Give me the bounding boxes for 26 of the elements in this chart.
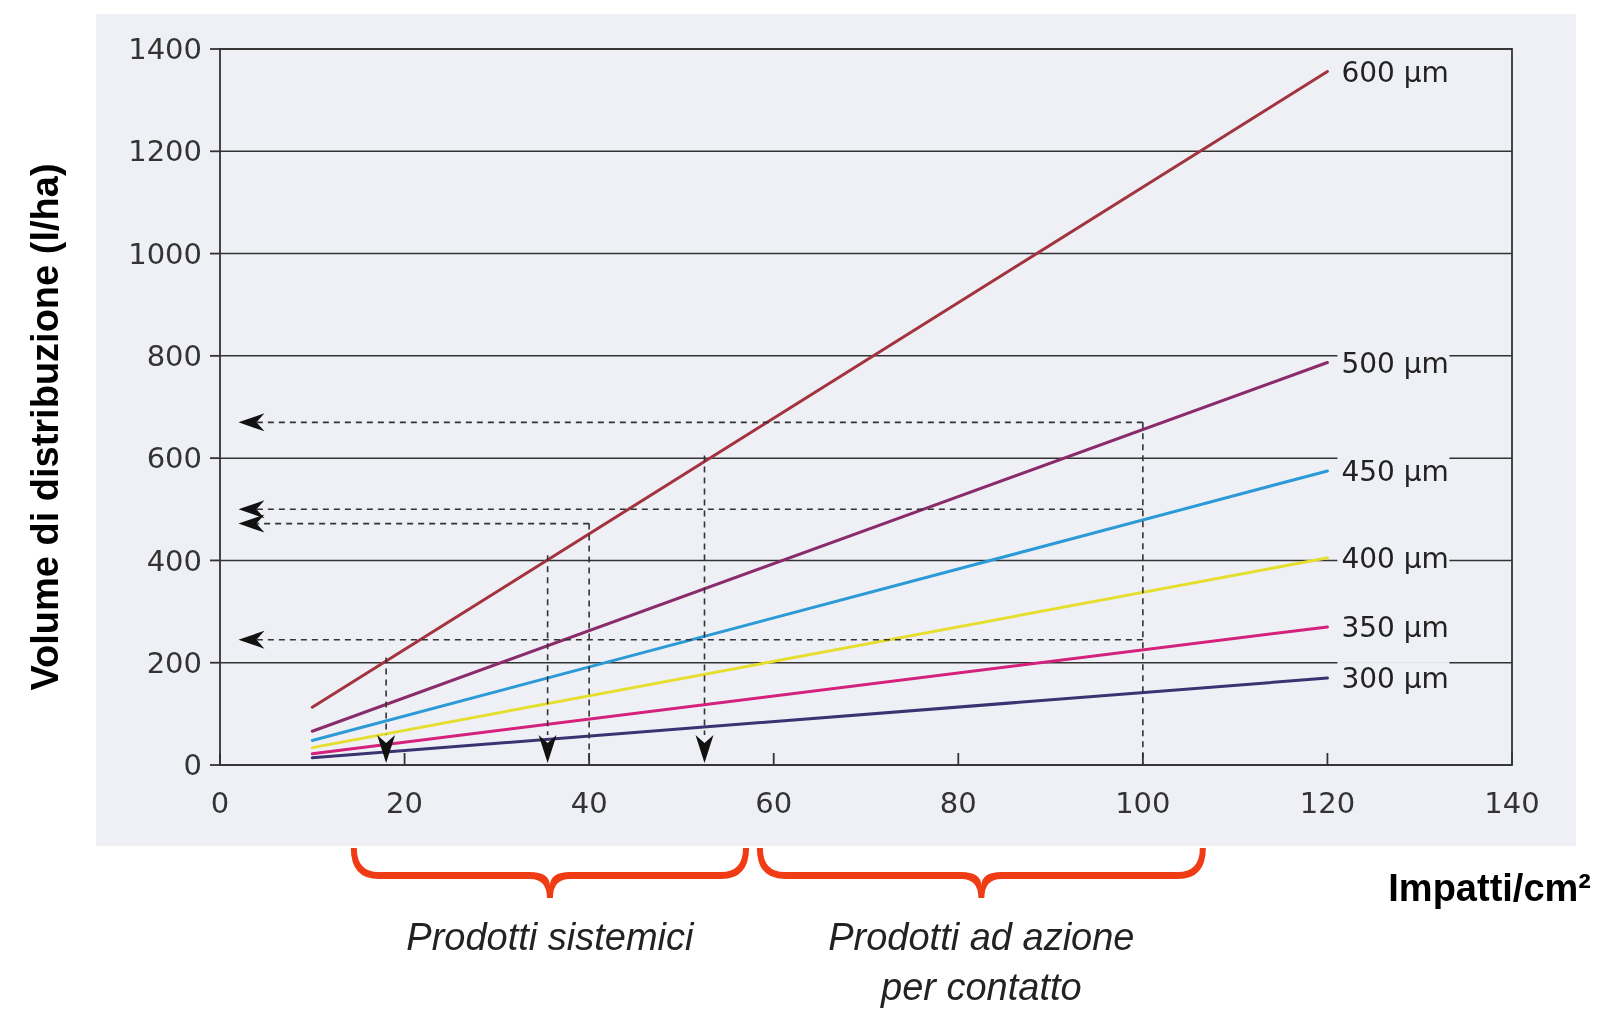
x-tick-label: 140 xyxy=(1484,786,1540,820)
series-label: 350 μm xyxy=(1341,610,1449,644)
x-tick-label: 100 xyxy=(1115,786,1171,820)
y-tick-label: 1200 xyxy=(128,134,202,169)
x-tick-label: 120 xyxy=(1299,786,1356,820)
series-label: 450 μm xyxy=(1341,454,1449,488)
series-label: 600 μm xyxy=(1341,55,1449,89)
y-tick-label: 800 xyxy=(146,339,202,374)
x-tick-label: 20 xyxy=(386,786,424,820)
x-tick-label: 0 xyxy=(210,786,230,820)
x-tick-label: 60 xyxy=(755,786,793,820)
x-axis-title: Impatti/cm² xyxy=(1388,867,1591,909)
y-tick-label: 1000 xyxy=(128,236,202,271)
series-label: 500 μm xyxy=(1341,346,1449,380)
series-label: 300 μm xyxy=(1341,662,1449,696)
series-label: 400 μm xyxy=(1341,541,1449,575)
y-tick-label: 600 xyxy=(146,441,202,476)
y-tick-label: 400 xyxy=(146,543,202,578)
text: Prodotti ad azione per contatto xyxy=(828,916,1135,1008)
x-tick-label: 80 xyxy=(939,786,977,820)
x-tick-label: 40 xyxy=(570,786,608,820)
y-tick-label: 1400 xyxy=(128,32,202,67)
y-tick-label: 200 xyxy=(146,645,202,680)
y-tick-label: 0 xyxy=(183,748,202,783)
text: Prodotti sistemici xyxy=(406,916,696,958)
y-axis-title: Volume di distribuzione (l/ha) xyxy=(24,163,66,691)
